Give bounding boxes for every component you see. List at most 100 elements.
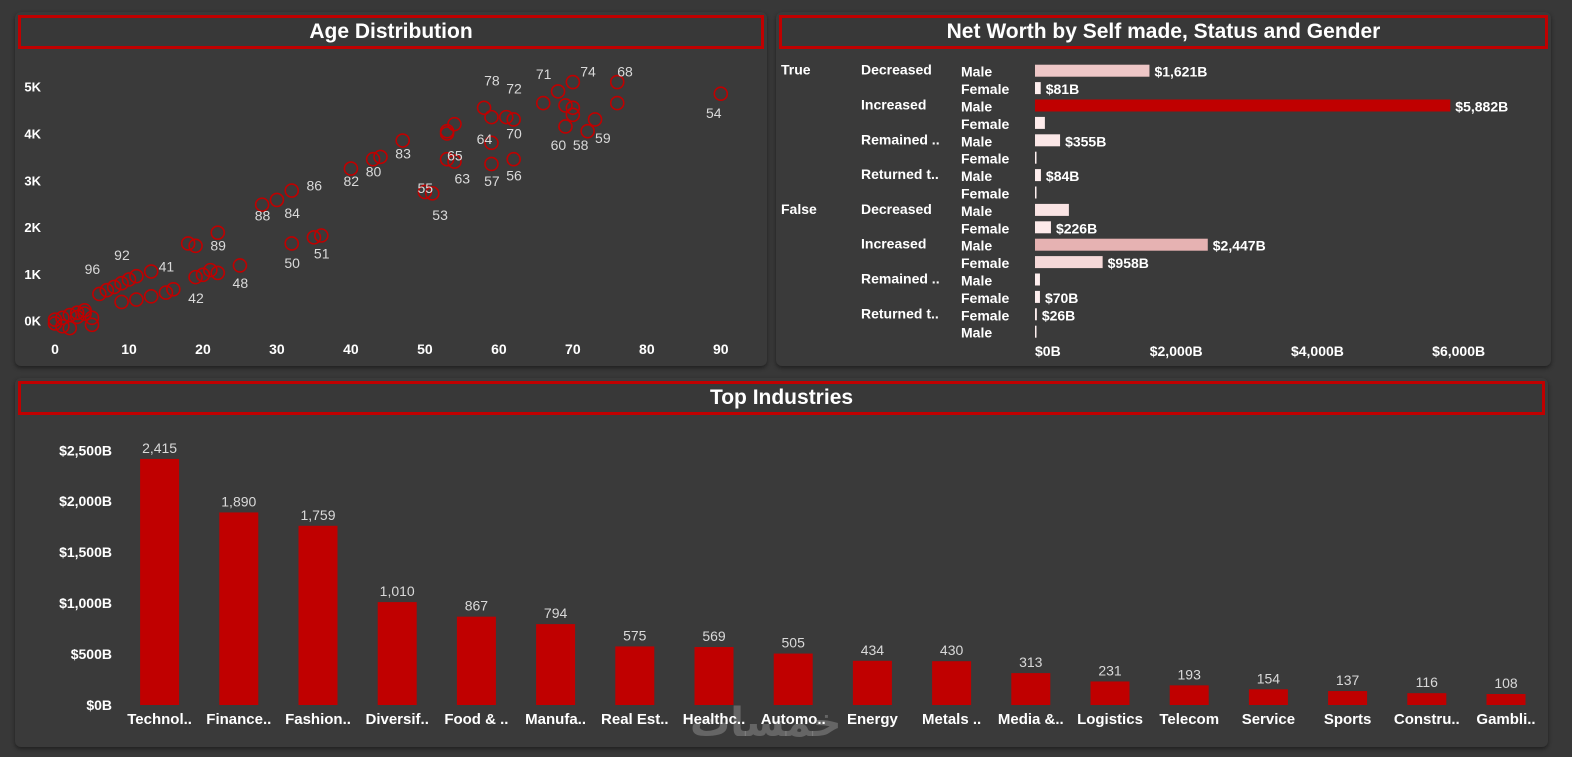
category-label: Gambli.. xyxy=(1476,711,1535,728)
scatter-point xyxy=(565,74,581,90)
industry-bar xyxy=(1486,693,1526,705)
gender-label: Female xyxy=(961,307,1009,323)
x-tick-label: $4,000B xyxy=(1291,343,1344,359)
scatter-point xyxy=(713,86,729,102)
bar-value-label: 1,010 xyxy=(380,583,415,599)
industry-bar xyxy=(615,646,655,705)
bar-value-label: 1,759 xyxy=(300,507,335,523)
bar-value-label: $1,621B xyxy=(1154,64,1207,80)
net-worth-bar xyxy=(1035,151,1037,164)
point-label: 57 xyxy=(484,173,500,189)
point-label: 68 xyxy=(617,63,633,79)
point-label: 71 xyxy=(536,66,552,82)
bar-value-label: 575 xyxy=(623,627,647,643)
bar-value-label: 505 xyxy=(782,635,806,651)
y-tick-label: 4K xyxy=(24,127,41,142)
bar-value-label: 867 xyxy=(465,598,489,614)
gender-label: Male xyxy=(961,133,992,149)
scatter-point xyxy=(269,192,285,208)
industry-bar xyxy=(1169,685,1209,705)
top-industries-panel: Top Industries $0B $500B $1,000B $1,500B $2,… xyxy=(15,378,1548,747)
age-scatter-chart: 0 10 20 30 40 50 60 70 80 90 0K 1K 2K 3K 4K 5K 96 92 41 42 8… xyxy=(24,63,729,357)
scatter-point xyxy=(558,119,573,134)
category-label: Real Est.. xyxy=(601,711,669,728)
scatter-point xyxy=(114,275,129,291)
scatter-point xyxy=(587,112,603,127)
gender-label: Female xyxy=(961,290,1009,306)
scatter-point xyxy=(343,161,359,176)
net-worth-bar xyxy=(1035,169,1041,182)
x-tick-label: 50 xyxy=(417,341,433,357)
point-label: 83 xyxy=(395,145,411,161)
y-tick-label: 1K xyxy=(24,267,41,282)
status-label: Increased xyxy=(861,97,926,113)
gender-label: Male xyxy=(961,203,992,219)
gender-label: Female xyxy=(961,151,1009,167)
point-label: 74 xyxy=(580,63,596,79)
scatter-point xyxy=(232,258,248,273)
category-label: Constru.. xyxy=(1394,711,1460,728)
bar-value-label: 231 xyxy=(1098,662,1122,678)
industry-bar xyxy=(456,616,496,705)
age-distribution-title: Age Distribution xyxy=(18,15,764,49)
scatter-point xyxy=(55,318,70,334)
scatter-point xyxy=(129,292,144,307)
industry-bar xyxy=(1011,673,1051,705)
gender-label: Male xyxy=(961,64,992,80)
bar-value-label: $2,447B xyxy=(1213,238,1266,254)
gender-label: Male xyxy=(961,168,992,184)
x-tick-label: $2,000B xyxy=(1150,343,1203,359)
scatter-point xyxy=(188,238,203,254)
point-label: 96 xyxy=(85,261,101,277)
industry-bar xyxy=(932,661,972,705)
net-worth-bar-chart: True Decreased Male $1,621B Female $81B Increa… xyxy=(781,62,1508,359)
scatter-point xyxy=(106,279,122,295)
scatter-point xyxy=(114,294,129,310)
point-label: 48 xyxy=(233,275,249,291)
x-tick-label: 10 xyxy=(121,341,137,357)
x-tick-label: 80 xyxy=(639,341,655,357)
net-worth-bar xyxy=(1035,82,1041,95)
point-label: 78 xyxy=(484,72,500,88)
x-tick-label: 70 xyxy=(565,341,581,357)
gender-label: Female xyxy=(961,255,1009,271)
watermark-logo: خمسات xyxy=(690,700,842,746)
x-tick-label: 40 xyxy=(343,341,359,357)
scatter-point xyxy=(484,156,499,172)
scatter-point xyxy=(580,123,595,139)
status-label: Returned t.. xyxy=(861,305,939,321)
scatter-point xyxy=(373,149,388,165)
point-label: 86 xyxy=(307,178,323,194)
category-label: Logistics xyxy=(1077,711,1143,728)
bar-value-label: 1,890 xyxy=(221,493,256,509)
scatter-point xyxy=(306,230,322,245)
point-label: 55 xyxy=(417,180,433,196)
y-tick-label: 2K xyxy=(24,220,41,235)
bar-value-label: $70B xyxy=(1045,290,1078,306)
scatter-point xyxy=(210,225,226,240)
scatter-point xyxy=(92,286,107,302)
scatter-point xyxy=(195,267,211,283)
scatter-point xyxy=(69,309,85,325)
category-label: Technol.. xyxy=(127,711,192,728)
gender-label: Male xyxy=(961,273,992,289)
scatter-point xyxy=(484,135,499,151)
x-tick-label: 90 xyxy=(713,341,729,357)
category-label: Service xyxy=(1242,711,1295,728)
point-label: 53 xyxy=(432,207,448,223)
net-worth-bar xyxy=(1035,99,1451,112)
category-label: Media &.. xyxy=(998,711,1064,728)
scatter-point xyxy=(484,109,499,125)
scatter-point xyxy=(609,74,625,90)
point-label: 56 xyxy=(506,167,522,183)
y-tick-label: 3K xyxy=(24,173,41,188)
scatter-point xyxy=(158,285,174,300)
bar-value-label: 434 xyxy=(861,642,885,658)
status-label: Decreased xyxy=(861,62,932,78)
scatter-point xyxy=(447,154,462,169)
point-label: 63 xyxy=(454,171,470,187)
net-worth-bar xyxy=(1035,308,1037,321)
net-worth-bar xyxy=(1035,273,1040,286)
scatter-point xyxy=(506,112,521,127)
bar-value-label: $355B xyxy=(1065,133,1106,149)
